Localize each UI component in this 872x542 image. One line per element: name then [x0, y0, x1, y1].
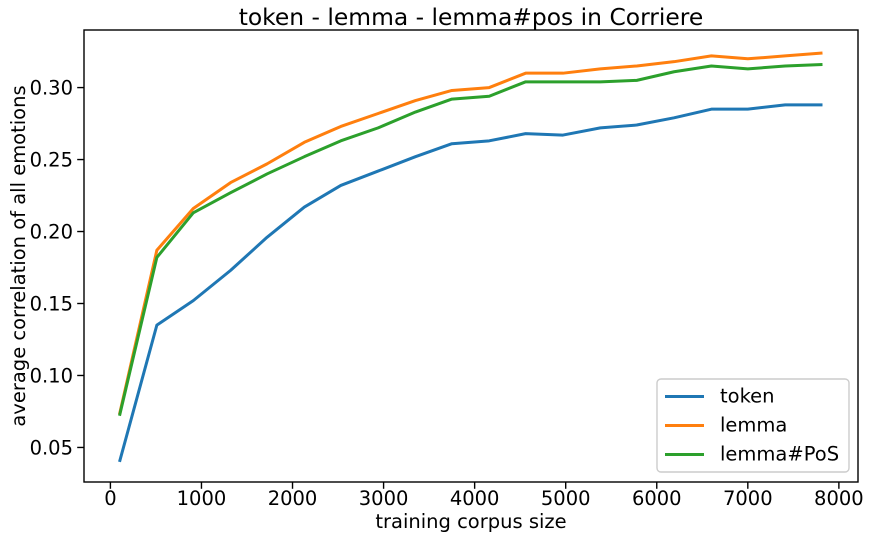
x-tick-label: 6000 [632, 487, 682, 510]
legend-item-lemma: lemma [665, 414, 787, 437]
y-tick-label: 0.25 [30, 149, 73, 172]
legend-label: token [720, 385, 775, 408]
x-tick-label: 0 [104, 487, 116, 510]
legend-item-token: token [665, 385, 775, 408]
y-tick-label: 0.10 [30, 364, 73, 387]
y-tick-label: 0.30 [30, 77, 73, 100]
y-tick-label: 0.15 [30, 293, 73, 316]
series-line-lemma [118, 51, 823, 415]
x-axis: 0 1000 2000 3000 4000 5000 6000 7000 8000 [104, 482, 864, 510]
series-layer [118, 51, 823, 463]
legend-label: lemma#PoS [720, 443, 839, 466]
chart-title: token - lemma - lemma#pos in Corriere [239, 3, 704, 31]
y-tick-label: 0.05 [30, 436, 73, 459]
series-line-lemma-pos [118, 63, 823, 417]
x-tick-label: 5000 [541, 487, 591, 510]
legend-label: lemma [720, 414, 787, 437]
x-axis-label: training corpus size [375, 510, 566, 533]
x-tick-label: 7000 [723, 487, 773, 510]
x-tick-label: 2000 [268, 487, 318, 510]
x-tick-label: 3000 [359, 487, 409, 510]
series-line-token [118, 103, 823, 463]
axes-frame [83, 29, 859, 483]
legend-item-lemma-pos: lemma#PoS [665, 443, 839, 466]
x-tick-label: 8000 [814, 487, 864, 510]
x-tick-label: 1000 [177, 487, 227, 510]
y-axis: 0.05 0.10 0.15 0.20 0.25 0.30 [30, 77, 84, 459]
y-axis-label: average correlation of all emotions [7, 85, 30, 426]
legend-box [656, 378, 850, 473]
legend: token lemma lemma#PoS [656, 378, 850, 473]
x-tick-label: 4000 [450, 487, 500, 510]
y-tick-label: 0.20 [30, 221, 73, 244]
